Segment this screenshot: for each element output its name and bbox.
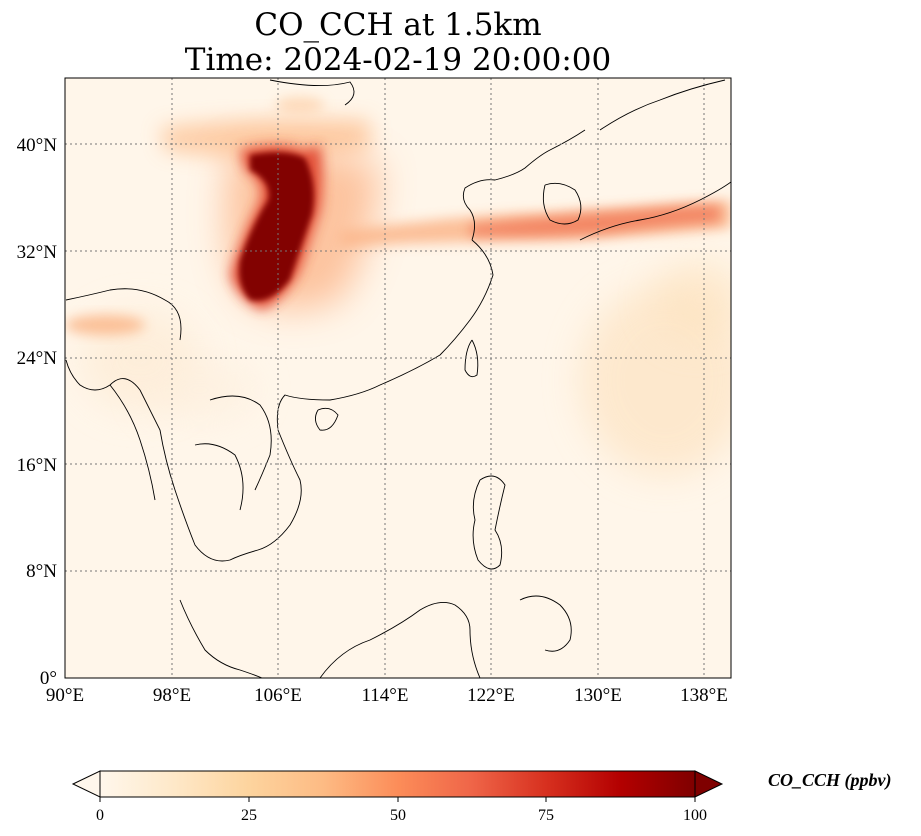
- lat-tick-label: 40°N: [17, 135, 58, 156]
- colorbar-tick-label: 25: [241, 807, 257, 824]
- lon-tick-label: 114°E: [362, 685, 409, 706]
- lon-tick-label: 90°E: [46, 685, 84, 706]
- map-title-line1: CO_CCH at 1.5km: [254, 7, 542, 43]
- lat-tick-label: 16°N: [17, 455, 58, 476]
- border-himalaya: [65, 288, 182, 341]
- lat-tick-label: 24°N: [17, 348, 58, 369]
- coastline-mainland: [65, 239, 494, 562]
- colorbar-tick-label: 50: [390, 807, 406, 824]
- lon-tick-label: 130°E: [574, 685, 622, 706]
- coastline-hainan: [315, 407, 339, 431]
- plume-pacific-north: [655, 260, 731, 340]
- colorbar-extend-min: [71, 770, 101, 798]
- colorbar-label: CO_CCH (ppbv): [768, 770, 892, 790]
- lon-tick-label: 106°E: [254, 685, 302, 706]
- plume-east-band-core: [470, 205, 720, 237]
- coastline-korea: [542, 182, 582, 225]
- coastline-russia: [599, 79, 726, 131]
- plume-core: [239, 152, 314, 301]
- border-vietnam-laos: [209, 395, 272, 491]
- coastline-malay: [179, 599, 263, 678]
- lon-tick-label: 122°E: [467, 685, 515, 706]
- coastline-borneo: [319, 601, 481, 678]
- coastline-philippines: [472, 475, 506, 570]
- lat-tick-label: 0°: [40, 668, 57, 689]
- map-title-line2: Time: 2024-02-19 20:00:00: [184, 42, 612, 78]
- map-frame: [64, 77, 732, 679]
- border-mongolia: [269, 79, 355, 106]
- border-thailand: [194, 443, 244, 511]
- plume-ne-india: [65, 315, 145, 335]
- lat-tick-label: 8°N: [26, 561, 57, 582]
- coastline-japan: [579, 181, 731, 241]
- gridlines: [65, 78, 731, 678]
- colorbar-tick-label: 100: [683, 807, 707, 824]
- lat-tick-label: 32°N: [17, 242, 58, 263]
- colorbar-extend-max: [694, 770, 724, 798]
- border-myanmar: [109, 384, 156, 501]
- coastline-mindanao: [519, 595, 572, 652]
- coastlines: [65, 79, 731, 678]
- lon-tick-label: 98°E: [153, 685, 191, 706]
- colorbar-tick-label: 75: [538, 807, 554, 824]
- plume-laos: [145, 360, 255, 420]
- coastline-north-china: [462, 129, 586, 241]
- coastline-taiwan: [464, 339, 479, 378]
- plume-north-top: [275, 97, 325, 113]
- colorbar: 0 25 50 75 100: [71, 770, 724, 824]
- colorbar-tick-label: 0: [96, 807, 104, 824]
- colorbar-gradient: [99, 770, 696, 798]
- lon-tick-label: 138°E: [680, 685, 728, 706]
